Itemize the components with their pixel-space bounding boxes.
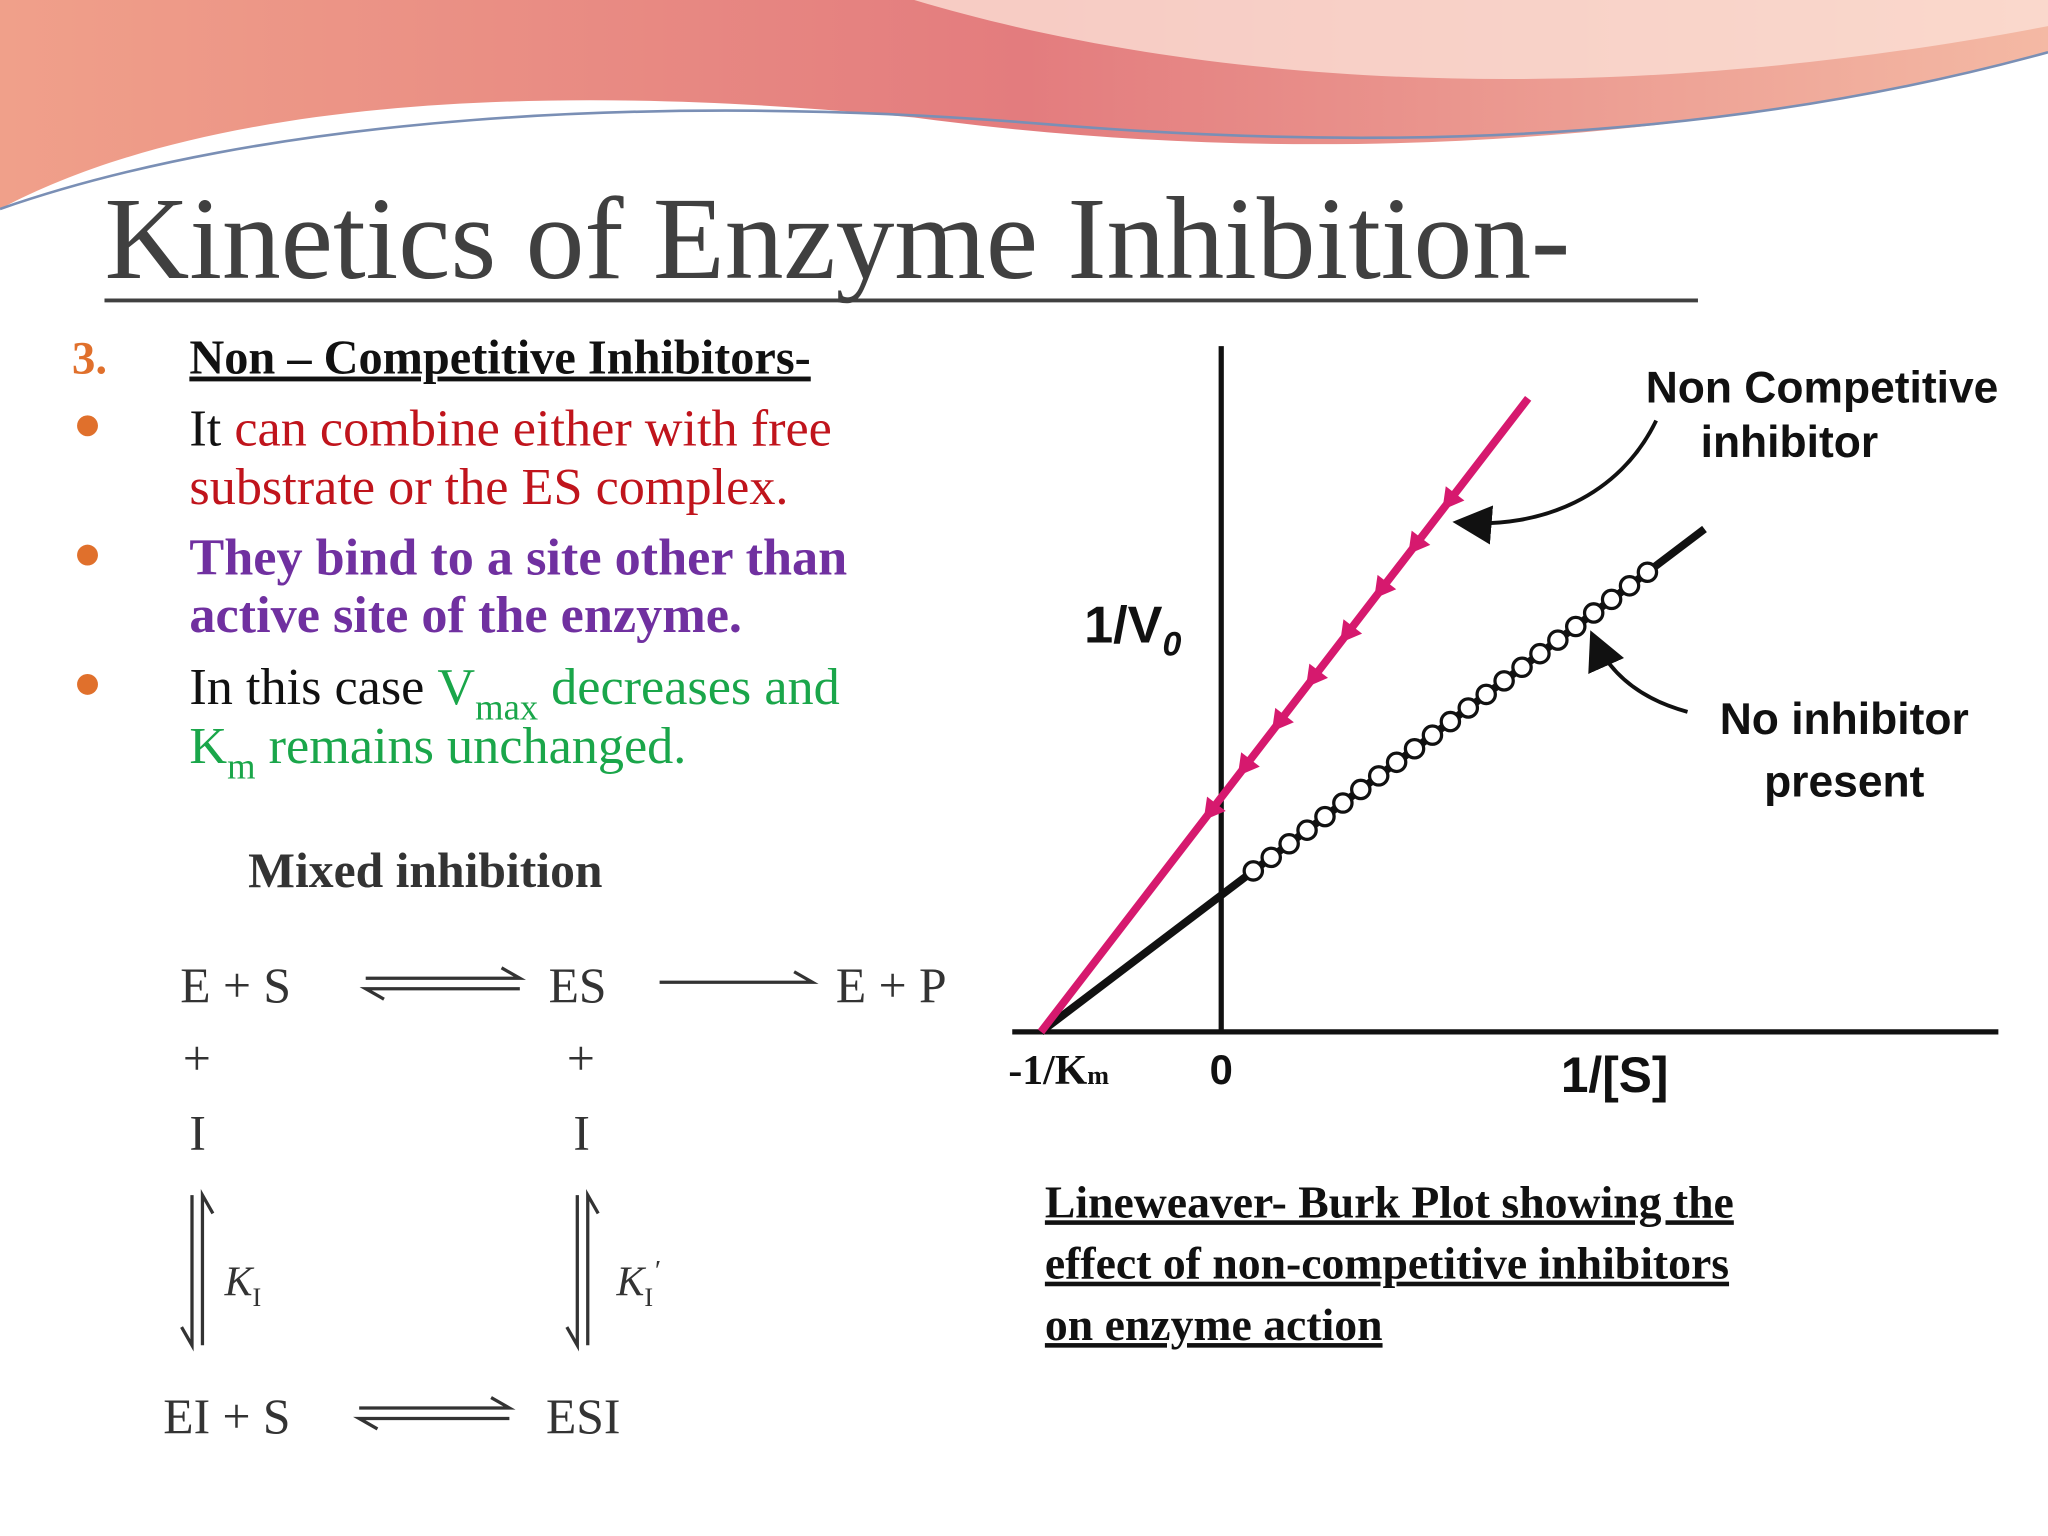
heading: Non – Competitive Inhibitors- — [189, 332, 810, 385]
point-marker — [1296, 819, 1318, 841]
origin-label: 0 — [1210, 1046, 1233, 1093]
species: E + S — [180, 958, 291, 1013]
bullets: It can combine either with free substrat… — [77, 399, 847, 786]
point-marker — [1237, 752, 1260, 777]
text: 1/V — [1084, 597, 1163, 655]
bullet-dot — [77, 673, 98, 695]
point-marker — [1529, 642, 1551, 665]
reaction-scheme: Mixed inhibition E + S ES E + P + + I I … — [163, 843, 946, 1444]
species: E + P — [836, 958, 947, 1013]
point-marker — [1374, 574, 1397, 599]
point-marker — [1564, 615, 1587, 638]
no-inhibitor-label: present — [1764, 758, 1925, 807]
text: It — [189, 399, 234, 457]
subscript: 0 — [1162, 626, 1181, 664]
subscript: m — [227, 745, 255, 786]
arrows — [180, 966, 819, 1431]
x-axis-label: 1/[S] — [1561, 1047, 1669, 1103]
subscript: I — [644, 1283, 653, 1312]
bullet-line: Km remains unchanged. — [189, 717, 686, 787]
text: remains unchanged. — [256, 717, 687, 775]
text: K — [189, 717, 227, 775]
inhibitor-label: inhibitor — [1701, 418, 1879, 467]
point-marker — [1350, 778, 1372, 801]
text: K — [224, 1260, 255, 1306]
bullet-line: substrate or the ES complex. — [189, 458, 788, 516]
point-marker — [1439, 710, 1462, 733]
point-marker — [1511, 656, 1533, 679]
y-axis-label: 1/V0 — [1084, 597, 1181, 664]
slide-title: Kinetics of Enzyme Inhibition- — [104, 174, 1570, 304]
point-marker — [1385, 751, 1408, 774]
subscript: max — [475, 687, 538, 728]
caption: Lineweaver- Burk Plot showing the effect… — [1045, 1176, 1734, 1350]
point-marker — [1582, 602, 1605, 624]
constant: KI′ — [615, 1255, 660, 1312]
point-marker — [1305, 663, 1328, 688]
point-marker — [1547, 629, 1569, 651]
text: can combine either with free — [234, 399, 832, 457]
x-intercept-label: -1/Km — [1008, 1048, 1109, 1094]
heading-number: 3. — [72, 333, 107, 385]
text: -1/K — [1008, 1048, 1087, 1094]
bullet-dot — [77, 544, 98, 566]
point-marker — [1408, 530, 1431, 555]
subscript: I — [253, 1283, 262, 1312]
inhibitor-label: Non Competitive — [1646, 363, 1999, 412]
lineweaver-burk-plot: 1/V0 -1/Km 0 1/[S] Non Competitive inhib… — [1008, 346, 1998, 1103]
callout-arrow — [1588, 630, 1689, 714]
bullet-line: In this case Vmax decreases and — [189, 658, 839, 728]
point-marker — [1636, 561, 1659, 584]
plus: + — [567, 1031, 595, 1086]
species: ES — [549, 958, 607, 1013]
point-marker — [1367, 765, 1390, 787]
point-marker — [1340, 619, 1363, 643]
point-marker — [1332, 792, 1354, 814]
point-marker — [1421, 724, 1444, 746]
point-marker — [1457, 697, 1480, 719]
bullet-line: active site of the enzyme. — [189, 586, 742, 644]
bullet-line: They bind to a site other than — [189, 529, 847, 587]
text: K — [615, 1260, 646, 1306]
bullet-line: It can combine either with free — [189, 399, 831, 457]
subscript: m — [1087, 1061, 1109, 1090]
scheme-title: Mixed inhibition — [248, 843, 602, 898]
species: I — [189, 1105, 206, 1160]
point-marker — [1278, 832, 1300, 855]
point-marker — [1475, 683, 1497, 706]
caption-line: effect of non-competitive inhibitors — [1045, 1238, 1729, 1289]
text: V — [437, 658, 475, 716]
species: ESI — [546, 1389, 620, 1444]
species: I — [573, 1105, 590, 1160]
no-inhibitor-label: No inhibitor — [1720, 695, 1969, 744]
species: EI + S — [163, 1389, 290, 1444]
point-marker — [1618, 575, 1641, 597]
prime: ′ — [653, 1255, 660, 1287]
caption-line: on enzyme action — [1045, 1299, 1383, 1350]
point-marker — [1242, 860, 1265, 882]
plus: + — [183, 1031, 211, 1086]
header-wave — [0, 0, 2048, 211]
point-marker — [1442, 486, 1465, 510]
point-marker — [1260, 846, 1282, 869]
point-marker — [1493, 670, 1515, 692]
point-marker — [1314, 805, 1336, 828]
point-marker — [1203, 796, 1226, 821]
text: decreases and — [538, 658, 840, 716]
constant: KI — [224, 1260, 262, 1312]
bullet-dot — [77, 415, 98, 437]
point-marker — [1600, 588, 1623, 611]
callout-arrow — [1452, 419, 1658, 545]
point-marker — [1403, 737, 1426, 760]
text: In this case — [189, 658, 437, 716]
caption-line: Lineweaver- Burk Plot showing the — [1045, 1176, 1734, 1227]
point-marker — [1271, 707, 1294, 732]
